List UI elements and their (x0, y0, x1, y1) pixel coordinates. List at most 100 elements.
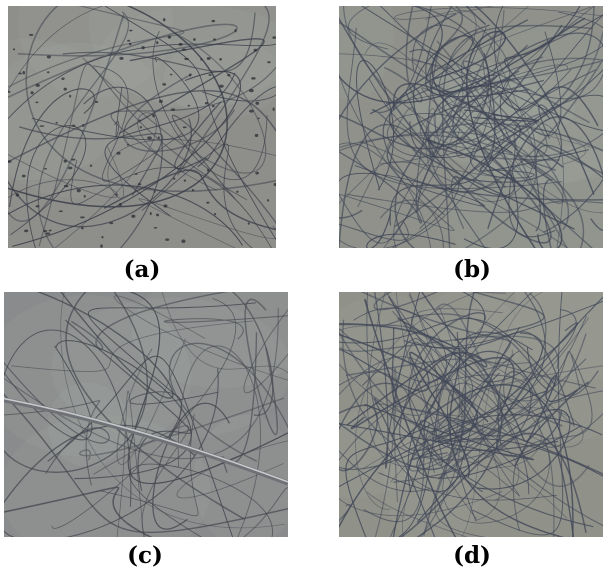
fiber-bead (173, 177, 176, 180)
fiber-strand (243, 308, 288, 394)
fiber-bead (149, 212, 152, 216)
fiber-strand (8, 14, 125, 222)
fiber-bead (138, 119, 141, 122)
fiber-strand (176, 440, 288, 499)
fiber-bead (219, 84, 224, 88)
fiber-strand (399, 432, 587, 537)
fiber-bead (193, 38, 196, 41)
micrograph-image-a (8, 6, 276, 248)
fiber-strand (4, 292, 148, 473)
fiber-strand (242, 487, 288, 537)
fiber-strand (374, 368, 399, 537)
micrograph-image-d (339, 292, 603, 537)
fiber-strand (397, 331, 533, 537)
fiber-bead (158, 99, 163, 103)
fiber-bead (63, 159, 67, 163)
fiber-bead (61, 77, 65, 80)
fiber-strand (339, 371, 435, 473)
micrograph-light-patch (8, 39, 126, 181)
fiber-strand (339, 140, 496, 248)
fiber-strand (343, 6, 603, 157)
fiber-strand (339, 161, 515, 204)
fiber-bead (12, 48, 16, 51)
fiber-strand (389, 53, 496, 226)
fiber-strand (523, 158, 585, 248)
fiber-bead (141, 46, 145, 50)
fiber-strand (442, 393, 550, 524)
micrograph-image-c (4, 292, 288, 537)
fiber-strand (388, 19, 575, 230)
fiber-bead (183, 179, 187, 182)
fiber-strand (456, 322, 579, 383)
fiber-strand (104, 72, 236, 217)
fiber-strand (472, 292, 564, 536)
panel-label-d: (d) (453, 542, 491, 569)
fiber-strand (441, 24, 593, 248)
fiber-strand (103, 169, 276, 231)
fiber-strand (362, 342, 584, 470)
fiber-bead (94, 100, 99, 103)
fiber-strand (339, 24, 563, 150)
fiber-bead (35, 205, 40, 208)
fiber-strand (339, 21, 603, 175)
fiber-strand (123, 73, 236, 152)
fiber-bead (200, 58, 203, 61)
fiber-bead (128, 42, 132, 46)
fiber-strand (70, 292, 229, 350)
fiber-bead (249, 109, 254, 113)
fiber-strand (4, 424, 196, 504)
fiber-strand (346, 27, 563, 190)
fiber-bead (63, 87, 67, 91)
fiber-strand (129, 463, 273, 537)
fiber-bead (22, 71, 26, 75)
fiber-strand (114, 87, 123, 138)
fiber-bead (129, 29, 133, 32)
fiber-bead (43, 167, 47, 170)
fiber-strand (386, 69, 572, 158)
fiber-strand (82, 33, 267, 174)
fiber-bead (212, 38, 216, 41)
fiber-bead (254, 133, 259, 138)
micrograph-light-patch (163, 37, 276, 119)
micrograph-light-patch (339, 295, 453, 378)
fiber-strand (455, 122, 564, 248)
fiber-bead (69, 94, 72, 98)
micrograph-light-patch (4, 414, 211, 537)
fiber-bead (15, 193, 20, 197)
fiber-strand (438, 292, 542, 468)
fiber-bead (8, 160, 12, 163)
fiber-bead (178, 42, 183, 46)
fiber-bead (162, 18, 166, 22)
fiber-bead (35, 101, 39, 104)
fiber-bead (48, 229, 52, 232)
fiber-bead (76, 188, 81, 193)
fiber-bead (163, 204, 168, 208)
fiber-strand (8, 6, 228, 208)
fiber-bead (208, 73, 212, 76)
fiber-bead (71, 124, 76, 127)
fiber-bead (43, 230, 48, 232)
fiber-strand (379, 199, 444, 248)
fiber-bead (147, 136, 152, 140)
fiber-strand (339, 221, 409, 241)
fiber-bead (80, 216, 85, 219)
fiber-strand (116, 390, 145, 537)
fiber-bead (187, 104, 191, 107)
fiber-bead (46, 71, 50, 74)
fiber-strand (432, 30, 536, 248)
fiber-strand (379, 77, 515, 165)
fiber-strand (383, 6, 592, 248)
fiber-strand (339, 27, 487, 244)
fiber-strand (428, 122, 603, 161)
fiber-strand (4, 329, 132, 507)
fiber-strand (129, 391, 219, 436)
fiber-strand (408, 294, 521, 497)
fiber-bead (167, 35, 172, 39)
fiber-bead (272, 107, 275, 111)
fiber-strand (431, 420, 520, 520)
fiber-bead (30, 91, 34, 95)
fiber-bead (236, 190, 239, 193)
fiber-bead (207, 168, 210, 172)
fiber-strand (438, 6, 511, 108)
fiber-strand (8, 6, 185, 88)
